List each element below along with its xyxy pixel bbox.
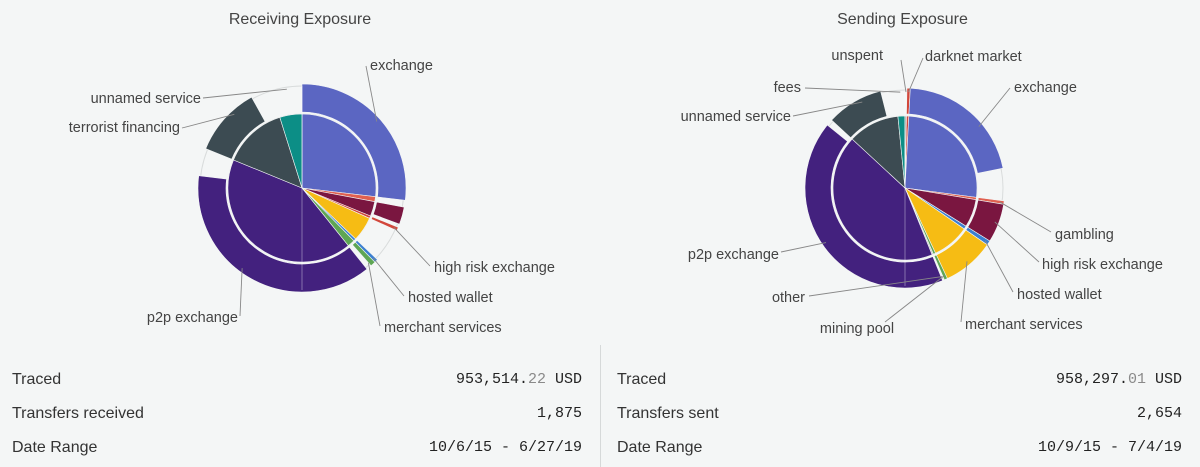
unspent-label: unspent — [831, 48, 883, 64]
merchant-services-leader-line — [960, 261, 968, 323]
unnamed-service-outer-segment[interactable] — [831, 90, 888, 139]
sending-exposure-panel: Sending Exposure unspent darknet market ex… — [605, 0, 1200, 467]
chart-title: Receiving Exposure — [228, 11, 372, 28]
transfers-value: 1,875 — [536, 405, 582, 422]
receiving-sunburst-chart: exchange high risk exchange hosted wallet m… — [69, 58, 555, 336]
unnamed-service-label: unnamed service — [681, 109, 791, 125]
traced-row: Traced 953,514.22 USD — [0, 363, 600, 397]
traced-value: 958,297.01 USD — [1056, 363, 1182, 397]
merchant-services-leader-line — [367, 262, 381, 327]
unnamed-service-label: unnamed service — [91, 91, 201, 107]
date-range-label: Date Range — [12, 439, 98, 456]
unspent-leader-line — [900, 59, 907, 93]
p2p-exchange-outer-segment[interactable] — [804, 124, 943, 289]
transfers-value: 2,654 — [1136, 405, 1182, 422]
other-leader-line — [808, 276, 943, 297]
terrorist-financing-leader-line — [181, 113, 235, 129]
gambling-leader-line — [999, 201, 1052, 233]
transfers-row: Transfers sent 2,654 — [605, 397, 1200, 431]
transfers-row: Transfers received 1,875 — [0, 397, 600, 431]
traced-label: Traced — [617, 371, 667, 388]
exchange-leader-line — [365, 65, 378, 122]
transfers-label: Transfers sent — [617, 405, 719, 422]
p2p-exchange-outer-segment[interactable] — [197, 175, 368, 293]
hosted-wallet-leader-line — [372, 257, 405, 297]
p2p-exchange-label: p2p exchange — [688, 247, 779, 263]
traced-currency: USD — [545, 371, 582, 388]
mining-pool-leader-line — [884, 275, 945, 323]
date-range-label: Date Range — [617, 439, 703, 456]
darknet-market-label: darknet market — [925, 49, 1022, 65]
date-range-row: Date Range 10/6/15 - 6/27/19 — [0, 431, 600, 465]
p2p-exchange-inner-segment[interactable] — [227, 159, 349, 263]
exchange-inner-segment[interactable] — [301, 113, 377, 198]
exchange-label: exchange — [1014, 80, 1077, 96]
traced-amount: 958,297. — [1055, 371, 1128, 388]
mining-pool-label: mining pool — [820, 321, 894, 337]
chart-title: Sending Exposure — [837, 11, 968, 28]
sending-stats: Traced 958,297.01 USD Transfers sent 2,6… — [605, 363, 1200, 465]
unnamed-service-leader-line — [792, 101, 863, 117]
date-range-row: Date Range 10/9/15 - 7/4/19 — [605, 431, 1200, 465]
traced-label: Traced — [12, 371, 62, 388]
traced-row: Traced 958,297.01 USD — [605, 363, 1200, 397]
p2p-exchange-inner-segment[interactable] — [832, 138, 933, 261]
p2p-exchange-leader-line — [780, 242, 827, 253]
traced-currency: USD — [1145, 371, 1182, 388]
darknet-market-leader-line — [908, 57, 924, 93]
terrorist-financing-outer-segment[interactable] — [205, 96, 266, 160]
segment-outer-segment[interactable] — [372, 201, 405, 225]
sending-sunburst-chart: unspent darknet market exchange fees unnamed… — [681, 48, 1163, 337]
traced-value: 953,514.22 USD — [456, 363, 582, 397]
mining-pool-outer-segment[interactable] — [933, 254, 948, 281]
receiving-exposure-panel: Receiving Exposure exchange high risk exc… — [0, 11, 600, 465]
high-risk-exchange-label: high risk exchange — [1042, 257, 1163, 273]
merchant-services-outer-segment[interactable] — [352, 241, 376, 267]
hosted-wallet-label: hosted wallet — [1017, 287, 1102, 303]
hosted-wallet-label: hosted wallet — [408, 290, 493, 306]
merchant-services-label: merchant services — [965, 317, 1083, 333]
hosted-wallet-leader-line — [984, 240, 1014, 293]
terrorist-financing-label: terrorist financing — [69, 120, 180, 136]
high-risk-exchange-leader-line — [393, 227, 431, 267]
receiving-stats: Traced 953,514.22 USD Transfers received… — [0, 363, 600, 465]
p2p-exchange-label: p2p exchange — [147, 310, 238, 326]
terrorist-financing-inner-segment[interactable] — [233, 117, 303, 189]
traced-cents: 22 — [527, 371, 546, 388]
p2p-exchange-leader-line — [239, 268, 243, 317]
unnamed-service-leader-line — [202, 88, 287, 99]
merchant-services-label: merchant services — [384, 320, 502, 336]
traced-cents: 01 — [1127, 371, 1146, 388]
other-label: other — [772, 290, 805, 306]
panel-divider — [600, 345, 601, 467]
exchange-label: exchange — [370, 58, 433, 74]
transfers-label: Transfers received — [12, 405, 144, 422]
date-range-value: 10/6/15 - 6/27/19 — [428, 439, 582, 456]
high-risk-exchange-leader-line — [994, 221, 1040, 263]
high-risk-exchange-label: high risk exchange — [434, 260, 555, 276]
fees-label: fees — [774, 80, 801, 96]
gambling-label: gambling — [1055, 227, 1114, 243]
high-risk-exchange-outer-segment[interactable] — [370, 216, 399, 232]
date-range-value: 10/9/15 - 7/4/19 — [1037, 439, 1182, 456]
exchange-outer-segment[interactable] — [301, 83, 407, 201]
traced-amount: 953,514. — [455, 371, 528, 388]
exchange-leader-line — [978, 87, 1011, 127]
exchange-outer-segment[interactable] — [908, 87, 1004, 174]
exchange-inner-segment[interactable] — [904, 115, 978, 198]
fees-leader-line — [804, 87, 901, 93]
